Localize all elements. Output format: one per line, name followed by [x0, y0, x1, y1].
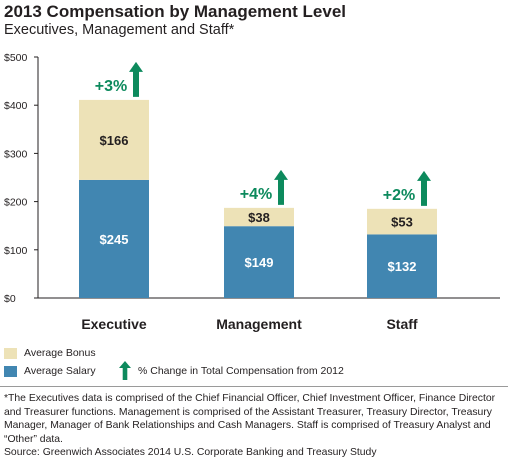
legend-label-salary: Average Salary: [24, 365, 96, 377]
data-label-bonus-staff: $53: [391, 215, 413, 230]
y-tick-label-200: $200: [4, 197, 28, 209]
bar-salary-staff: [367, 234, 437, 298]
y-tick-label-400: $400: [4, 100, 28, 112]
up-arrow-icon: [119, 361, 131, 380]
up-arrow-icon-executive: [129, 61, 143, 97]
stacked-bar-chart: $0 $100 $200 $300 $400 $500 $245 $166 +3% Executi…: [4, 52, 500, 332]
chart-title: 2013 Compensation by Management Level: [4, 2, 346, 21]
legend-item-salary: Average Salary: [4, 365, 96, 377]
legend-item-change: % Change in Total Compensation from 2012: [119, 361, 344, 380]
bar-salary-management: [224, 226, 294, 298]
legend-swatch-salary: [4, 365, 17, 377]
bar-bonus-staff: [367, 208, 437, 235]
change-label-staff: +2%: [383, 187, 415, 204]
y-tick-label-0: $0: [4, 293, 16, 305]
footnote-source: Source: Greenwich Associates 2014 U.S. C…: [4, 447, 377, 458]
chart-subtitle: Executives, Management and Staff*: [4, 22, 235, 38]
legend-swatch-bonus: [4, 347, 17, 359]
footnote: *The Executives data is comprised of the…: [4, 392, 504, 460]
up-arrow-icon-management: [274, 169, 288, 205]
data-label-bonus-management: $38: [248, 210, 270, 225]
chart-legend: Average Bonus Average Salary % Change in…: [4, 344, 508, 384]
bar-bonus-executive: [79, 99, 149, 180]
y-tick-label-300: $300: [4, 148, 28, 160]
legend-label-bonus: Average Bonus: [24, 347, 96, 359]
data-label-salary-executive: $245: [100, 232, 129, 247]
bar-salary-executive: [79, 179, 149, 298]
y-tick-label-100: $100: [4, 245, 28, 257]
up-arrow-icon-staff: [417, 170, 431, 206]
change-label-executive: +3%: [95, 78, 127, 95]
legend-label-change: % Change in Total Compensation from 2012: [138, 364, 344, 377]
data-label-bonus-executive: $166: [100, 133, 129, 148]
x-tick-label-staff: Staff: [386, 316, 417, 332]
footnote-text: *The Executives data is comprised of the…: [4, 393, 496, 445]
data-label-salary-management: $149: [245, 255, 274, 270]
y-tick-label-500: $500: [4, 52, 28, 64]
data-label-salary-staff: $132: [388, 259, 417, 274]
change-label-management: +4%: [240, 186, 272, 203]
legend-item-bonus: Average Bonus: [4, 347, 96, 359]
footnote-divider: [0, 386, 508, 387]
x-tick-label-executive: Executive: [81, 316, 147, 332]
bar-bonus-management: [224, 207, 294, 227]
x-tick-label-management: Management: [216, 316, 302, 332]
